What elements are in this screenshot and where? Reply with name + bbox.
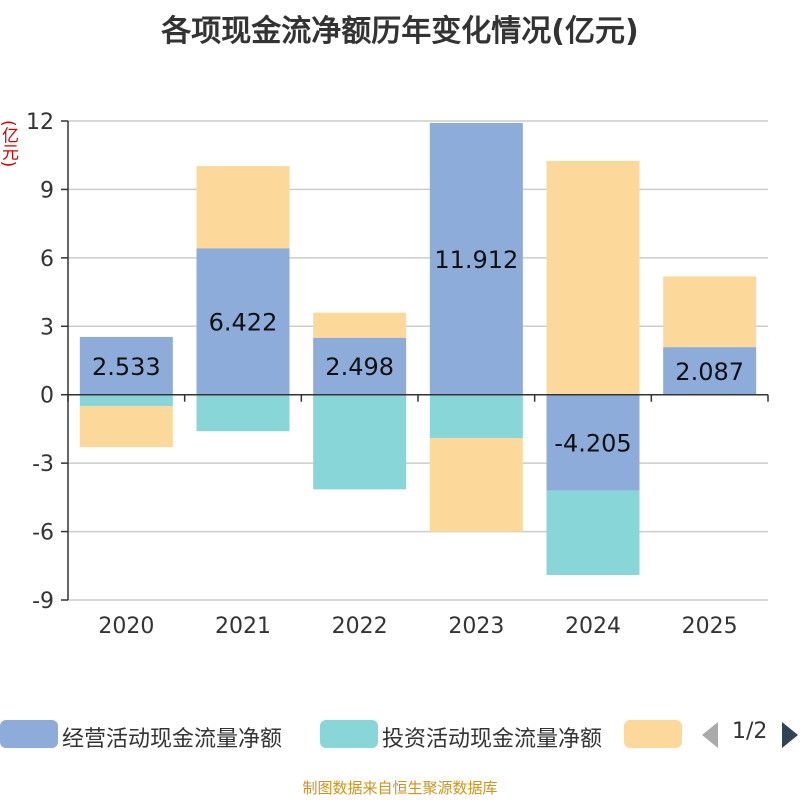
bar-financing-2022 (313, 312, 407, 338)
bar-operating-2023 (429, 123, 523, 395)
data-label-operating-2021: 6.422 (209, 308, 278, 336)
data-label-operating-2022: 2.498 (325, 353, 394, 381)
x-tick-label-2020: 2020 (98, 614, 154, 639)
data-label-operating-2025: 2.087 (675, 358, 744, 386)
x-tick-label-2022: 2022 (332, 614, 388, 639)
bar-financing-2021 (196, 166, 290, 249)
legend-swatch-operating (0, 720, 58, 748)
legend-label-operating: 经营活动现金流量净额 (62, 727, 283, 752)
data-label-operating-2024: -4.205 (554, 430, 631, 458)
bar-financing-2024 (546, 160, 640, 395)
legend-pager: 1/2 (702, 718, 800, 750)
bar-operating-2025 (663, 347, 757, 395)
y-tick-label: 9 (40, 178, 54, 203)
x-tick-label-2023: 2023 (448, 614, 504, 639)
legend: 经营活动现金流量净额 投资活动现金流量净额 1/2 (0, 716, 800, 756)
bar-operating-2021 (196, 248, 290, 395)
bar-investing-2020 (79, 394, 173, 407)
x-tick-label-2021: 2021 (215, 614, 271, 639)
bar-investing-2022 (313, 394, 407, 490)
bar-operating-2024 (546, 394, 640, 491)
bar-chart: 12 9 6 3 0 -3 -6 -9 2.533 6.422 2.498 11.912 -4.205 2… (26, 110, 769, 639)
y-tick-label: 6 (40, 247, 54, 272)
y-tick-label: 3 (40, 315, 54, 340)
bar-financing-2023 (429, 438, 523, 532)
y-tick-label: 0 (40, 384, 54, 409)
bar-investing-2023 (429, 394, 523, 439)
legend-page-indicator: 1/2 (732, 719, 768, 744)
bar-operating-2022 (313, 337, 407, 395)
bar-financing-2020 (79, 406, 173, 448)
y-tick-label: -9 (32, 589, 54, 614)
y-tick-label: 12 (26, 110, 54, 135)
bar-investing-2024 (546, 490, 640, 576)
legend-swatch-investing (320, 720, 378, 748)
bar-investing-2021 (196, 394, 290, 432)
x-tick-label-2025: 2025 (682, 614, 738, 639)
data-label-operating-2020: 2.533 (92, 353, 161, 381)
chart-title: 各项现金流净额历年变化情况(亿元) (161, 14, 639, 49)
y-tick-label: -3 (32, 452, 54, 477)
legend-prev-icon[interactable] (702, 722, 718, 748)
bar-operating-2020 (79, 336, 173, 395)
legend-label-investing: 投资活动现金流量净额 (382, 727, 603, 752)
y-tick-label: -6 (32, 521, 54, 546)
bar-financing-2025 (663, 276, 757, 348)
y-axis-unit: (亿元) (0, 120, 18, 168)
data-source: 制图数据来自恒生聚源数据库 (302, 779, 498, 797)
legend-swatch-financing (624, 720, 682, 748)
data-label-operating-2023: 11.912 (434, 246, 518, 274)
x-tick-label-2024: 2024 (565, 614, 621, 639)
legend-next-icon[interactable] (782, 722, 798, 748)
